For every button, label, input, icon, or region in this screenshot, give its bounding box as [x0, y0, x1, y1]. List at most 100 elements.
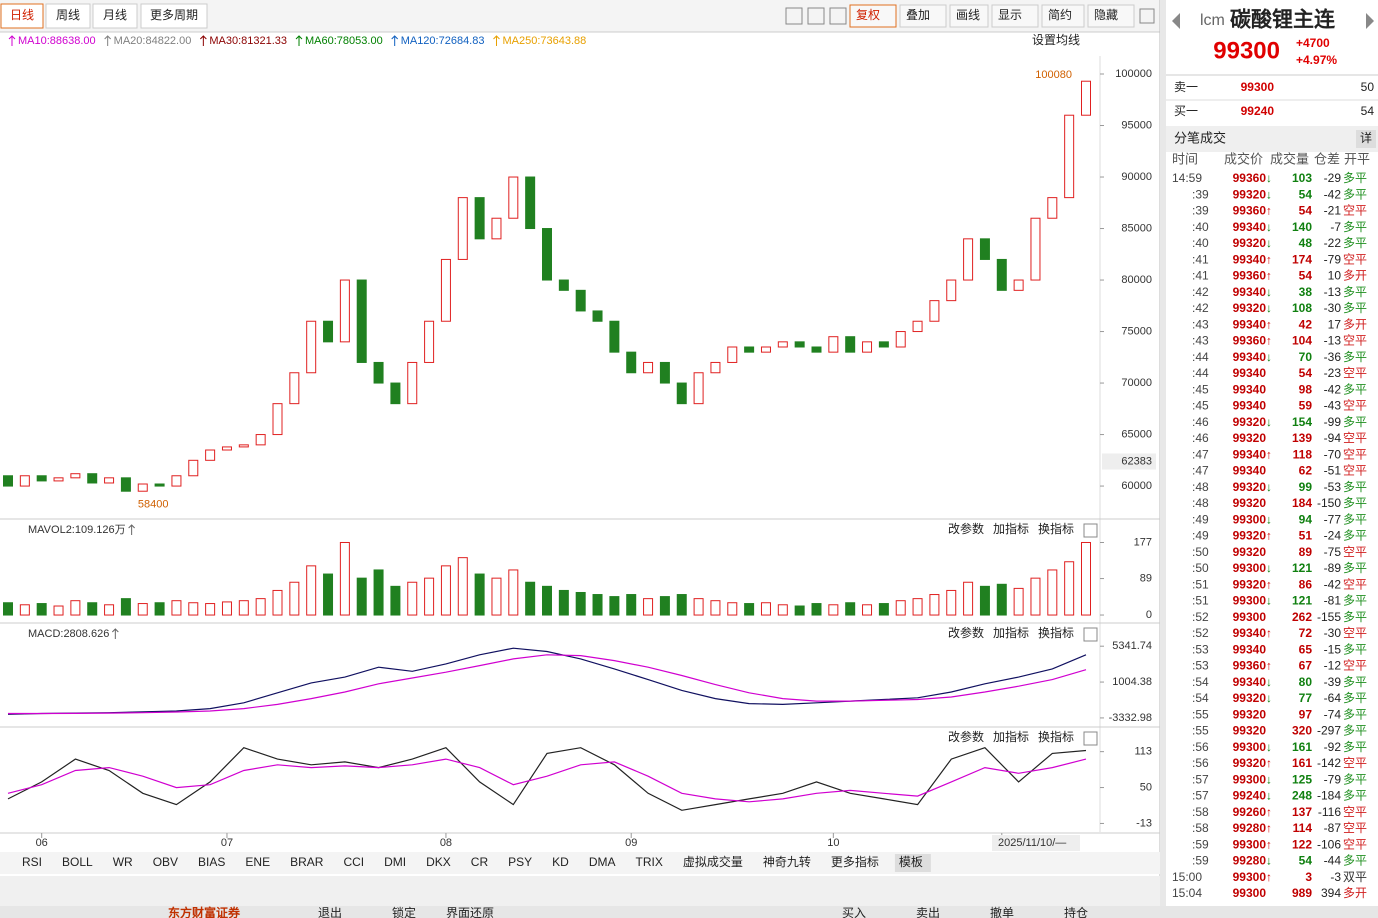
indicator-tab[interactable]: OBV	[153, 855, 178, 869]
indicator-tab[interactable]: BOLL	[62, 855, 93, 869]
candle-body	[878, 341, 889, 348]
tool-button[interactable]	[1041, 4, 1085, 28]
panel-button[interactable]: 加指标	[993, 625, 1029, 640]
prev-arrow[interactable]	[1172, 13, 1180, 29]
volume-bar	[188, 602, 199, 616]
indicator-tab[interactable]: BRAR	[290, 855, 324, 869]
tool-button[interactable]	[991, 4, 1039, 28]
trade-time: :51	[1192, 594, 1209, 608]
candle-body	[70, 473, 81, 479]
y-tick-label: 70000	[1121, 377, 1152, 389]
arrow-icon	[8, 35, 16, 46]
panel-close[interactable]	[1083, 627, 1098, 642]
indicator-tab[interactable]: DKX	[426, 855, 451, 869]
trade-diff: -155	[1317, 610, 1341, 624]
detail-box[interactable]	[1356, 130, 1376, 148]
fullscreen-icon[interactable]	[1139, 8, 1155, 24]
status-item[interactable]: 退出	[318, 906, 342, 918]
tool-button[interactable]	[849, 4, 897, 28]
trade-diff: -75	[1324, 545, 1342, 559]
status-item[interactable]: 持仓	[1064, 905, 1088, 918]
indicator-tab[interactable]: 虚拟成交量	[683, 854, 743, 869]
indicator-tab[interactable]: KD	[552, 855, 569, 869]
trade-price: 99300	[1233, 837, 1267, 851]
ma-legend: MA60:78053.00	[305, 35, 383, 47]
panel-button[interactable]: 换指标	[1038, 729, 1074, 744]
trade-kind: 多平	[1343, 512, 1367, 526]
indicator-tab[interactable]: RSI	[22, 855, 42, 869]
trade-kind: 空平	[1343, 837, 1367, 851]
candle-body	[36, 475, 47, 482]
panel-button[interactable]: 加指标	[993, 729, 1029, 744]
column-header: 成交量	[1270, 151, 1309, 166]
trade-kind: 多平	[1343, 285, 1367, 299]
indicator-tab[interactable]: TRIX	[636, 855, 663, 869]
period-tab[interactable]	[0, 3, 44, 29]
panel-button[interactable]: 换指标	[1038, 521, 1074, 536]
splitter[interactable]	[1160, 0, 1166, 918]
volume-bar	[575, 591, 586, 616]
candle-body	[845, 336, 856, 353]
indicator-tab[interactable]: DMA	[589, 855, 616, 869]
indicator-tab[interactable]: CR	[471, 855, 489, 869]
panel-button[interactable]: 改参数	[948, 521, 984, 536]
trade-time: :49	[1192, 512, 1209, 526]
trade-price: 99300	[1233, 870, 1267, 884]
trade-time: :45	[1192, 399, 1209, 413]
panel-close[interactable]	[1083, 523, 1098, 538]
trade-volume: 70	[1299, 350, 1313, 364]
indicator-tab[interactable]: BIAS	[198, 855, 225, 869]
tab-selected[interactable]	[894, 854, 931, 872]
candle-body	[238, 444, 249, 448]
trade-kind: 多平	[1343, 236, 1367, 250]
bid-price: 99240	[1241, 104, 1275, 118]
status-item[interactable]: 买入	[842, 906, 866, 918]
indicator-tab[interactable]: 模板	[899, 855, 923, 869]
trade-volume: 54	[1299, 269, 1313, 283]
period-tab[interactable]	[92, 3, 138, 29]
trade-volume: 3	[1305, 870, 1312, 884]
indicator-tab[interactable]: CCI	[343, 855, 364, 869]
indicator-tab[interactable]: 神奇九转	[763, 854, 811, 869]
next-arrow[interactable]	[1366, 13, 1374, 29]
panel-title: MACD:2808.626	[28, 628, 109, 640]
trades-detail[interactable]: 详	[1360, 130, 1372, 145]
volume-bar	[474, 573, 485, 616]
panel-button[interactable]: 换指标	[1038, 625, 1074, 640]
indicator-tab[interactable]: DMI	[384, 855, 406, 869]
status-item[interactable]: 锁定	[392, 905, 416, 918]
trade-kind: 空平	[1343, 577, 1367, 591]
trade-volume: 108	[1292, 301, 1312, 315]
ma-settings[interactable]: 设置均线	[1032, 33, 1080, 47]
volume-bar	[508, 569, 519, 616]
tool-button[interactable]	[1087, 4, 1135, 28]
panel-button[interactable]: 加指标	[993, 521, 1029, 536]
trade-time: :53	[1192, 659, 1209, 673]
tool-icon[interactable]	[807, 7, 825, 25]
panel-button[interactable]: 改参数	[948, 729, 984, 744]
indicator-tab[interactable]: PSY	[508, 855, 532, 869]
volume-bar	[390, 585, 401, 616]
status-item[interactable]: 界面还原	[446, 906, 494, 918]
trade-arrow: ↓	[1266, 480, 1272, 494]
trade-price: 99320	[1233, 301, 1267, 315]
trade-time: :52	[1192, 610, 1209, 624]
tool-label: 复权	[856, 8, 880, 22]
status-item[interactable]: 卖出	[916, 906, 940, 918]
status-item[interactable]: 撤单	[990, 905, 1014, 918]
tool-button[interactable]	[949, 4, 989, 28]
tool-button[interactable]	[899, 4, 947, 28]
period-tab[interactable]	[45, 3, 91, 29]
y-tick-label: 75000	[1121, 325, 1152, 337]
indicator-tab[interactable]: WR	[113, 855, 133, 869]
panel-button[interactable]: 改参数	[948, 625, 984, 640]
panel-close[interactable]	[1083, 731, 1098, 746]
indicator-tab[interactable]: 更多指标	[831, 854, 879, 869]
tool-icon[interactable]	[785, 7, 803, 25]
trade-price: 99320	[1233, 707, 1267, 721]
period-tab[interactable]	[140, 3, 208, 29]
ma-legend: MA120:72684.83	[401, 35, 485, 47]
indicator-tab[interactable]: ENE	[245, 855, 270, 869]
tool-icon[interactable]	[829, 7, 847, 25]
trade-time: :47	[1192, 447, 1209, 461]
